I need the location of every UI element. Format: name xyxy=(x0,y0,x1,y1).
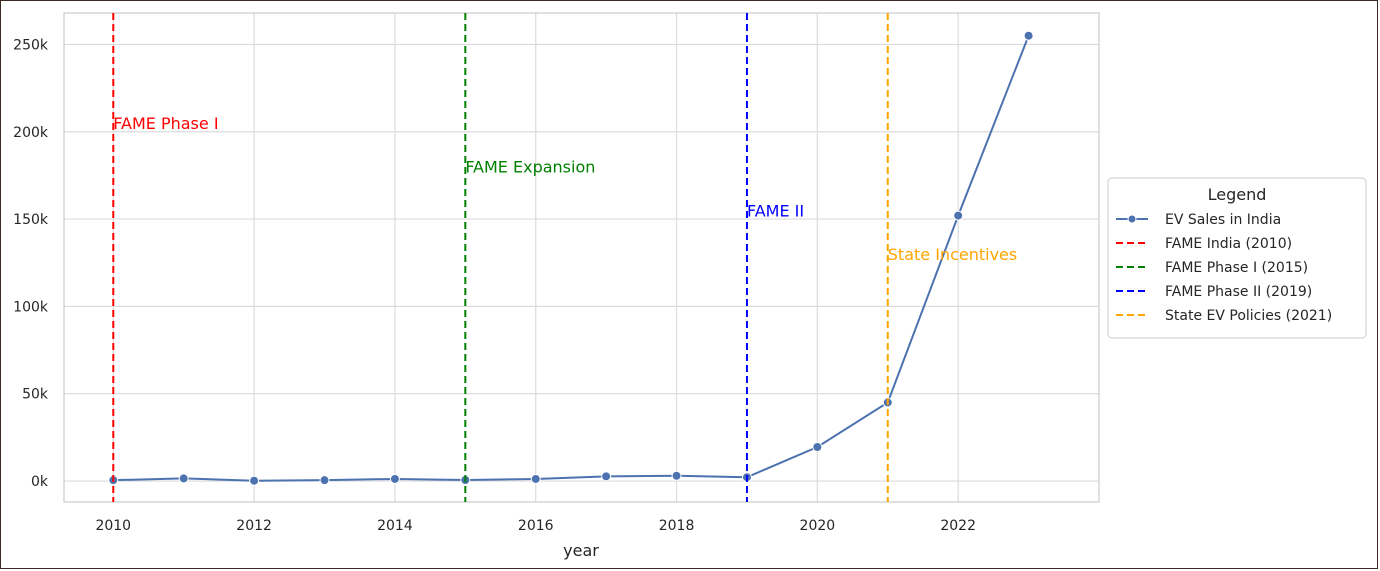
x-tick-label: 2018 xyxy=(659,518,695,534)
y-tick-labels: 0k 50k 100k 150k 200k 250k xyxy=(13,37,49,490)
legend-title: Legend xyxy=(1208,185,1267,204)
policy-annotation: FAME II xyxy=(747,201,804,220)
policy-annotation: FAME Phase I xyxy=(113,114,218,133)
x-tick-label: 2016 xyxy=(518,518,554,534)
policy-annotation: State Incentives xyxy=(888,245,1017,264)
legend: Legend EV Sales in India FAME India (2010… xyxy=(1107,177,1367,339)
y-tick-label: 100k xyxy=(13,299,49,315)
y-tick-label: 150k xyxy=(13,212,49,228)
x-axis-label: year xyxy=(563,541,599,560)
y-tick-label: 50k xyxy=(22,387,49,403)
data-point xyxy=(389,473,400,484)
data-point xyxy=(953,210,964,221)
y-tick-label: 0k xyxy=(31,474,49,490)
x-tick-label: 2020 xyxy=(800,518,836,534)
legend-label: FAME India (2010) xyxy=(1165,236,1292,252)
x-tick-label: 2022 xyxy=(940,518,976,534)
series-line xyxy=(113,35,1030,482)
annotations: FAME Phase I FAME Expansion FAME II State I… xyxy=(113,114,1017,264)
policy-annotation: FAME Expansion xyxy=(465,158,595,177)
data-point xyxy=(530,473,541,484)
legend-label: FAME Phase II (2019) xyxy=(1165,284,1312,300)
plot-frame xyxy=(63,12,1100,503)
grid xyxy=(64,13,1099,502)
data-point xyxy=(601,471,612,482)
data-point xyxy=(319,475,330,486)
data-point xyxy=(671,470,682,481)
policy-lines xyxy=(112,13,889,502)
legend-items: EV Sales in India FAME India (2010) FAME P… xyxy=(1116,212,1332,324)
legend-label: FAME Phase I (2015) xyxy=(1165,260,1308,276)
y-tick-label: 200k xyxy=(13,125,49,141)
legend-label: EV Sales in India xyxy=(1165,212,1281,228)
data-point xyxy=(249,475,260,486)
legend-marker xyxy=(1127,214,1137,224)
x-tick-label: 2010 xyxy=(95,518,131,534)
data-point xyxy=(1023,30,1034,41)
x-tick-label: 2012 xyxy=(236,518,272,534)
data-point xyxy=(178,473,189,484)
legend-box xyxy=(1107,177,1367,339)
x-tick-labels: 2010 2012 2014 2016 2018 2020 2022 xyxy=(95,518,976,534)
data-point xyxy=(812,441,823,452)
legend-label: State EV Policies (2021) xyxy=(1165,308,1332,324)
x-tick-label: 2014 xyxy=(377,518,413,534)
series-layer xyxy=(108,30,1034,486)
y-tick-label: 250k xyxy=(13,37,49,53)
